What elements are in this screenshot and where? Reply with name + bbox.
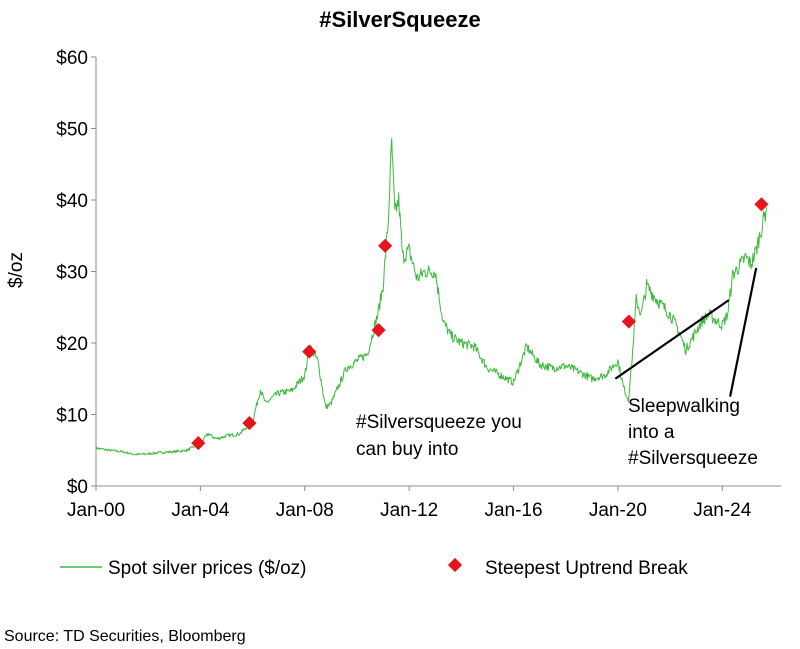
y-tick-label: $10: [56, 406, 88, 427]
axes: $0 $10 $20 $30 $40 $50 $60 Jan-00 Jan-04 Jan-08 Ja…: [56, 48, 781, 521]
annotation-text-sleepwalking: #Silversqueeze: [628, 448, 758, 469]
uptrend-break-marker: [754, 197, 769, 212]
series-line-spot-silver: [95, 138, 768, 456]
legend-diamond-swatch: [447, 557, 463, 573]
price-series: [95, 138, 768, 456]
annotation-line-sleepwalking: [729, 267, 758, 397]
x-tick-label: Jan-20: [589, 500, 647, 521]
uptrend-break-marker: [371, 323, 386, 338]
annotation-text-sleepwalking: into a: [628, 422, 675, 443]
annotation-text-buy-into: can buy into: [356, 439, 458, 460]
legend: Spot silver prices ($/oz) Steepest Uptre…: [60, 557, 688, 579]
x-tick-label: Jan-00: [67, 500, 125, 521]
y-tick-label: $30: [56, 263, 88, 284]
y-tick-label: $0: [67, 477, 88, 498]
x-tick-label: Jan-08: [276, 500, 334, 521]
uptrend-break-marker: [191, 436, 206, 451]
source-note: Source: TD Securities, Bloomberg: [4, 628, 246, 645]
x-tick-label: Jan-16: [484, 500, 542, 521]
y-tick-label: $60: [56, 48, 88, 69]
uptrend-break-marker: [378, 238, 393, 253]
legend-label-spot-silver: Spot silver prices ($/oz): [108, 558, 307, 579]
uptrend-break-marker: [302, 344, 317, 359]
annotations: #Silversqueeze you can buy into Sleepwalki…: [356, 267, 758, 469]
x-tick-label: Jan-24: [693, 500, 752, 521]
uptrend-break-markers: [191, 197, 769, 451]
annotation-line-buy-into: [614, 299, 730, 380]
y-tick-label: $50: [56, 120, 88, 141]
annotation-text-sleepwalking: Sleepwalking: [628, 396, 740, 417]
x-tick-label: Jan-12: [380, 500, 438, 521]
uptrend-break-marker: [621, 314, 636, 329]
y-tick-label: $20: [56, 334, 88, 355]
uptrend-break-marker: [242, 416, 257, 431]
y-axis-label: $/oz: [6, 252, 27, 288]
x-tick-label: Jan-04: [171, 500, 230, 521]
legend-label-uptrend-break: Steepest Uptrend Break: [485, 558, 688, 579]
y-tick-label: $40: [56, 191, 88, 212]
chart-title: #SilverSqueeze: [319, 7, 480, 32]
annotation-text-buy-into: #Silversqueeze you: [356, 412, 522, 433]
